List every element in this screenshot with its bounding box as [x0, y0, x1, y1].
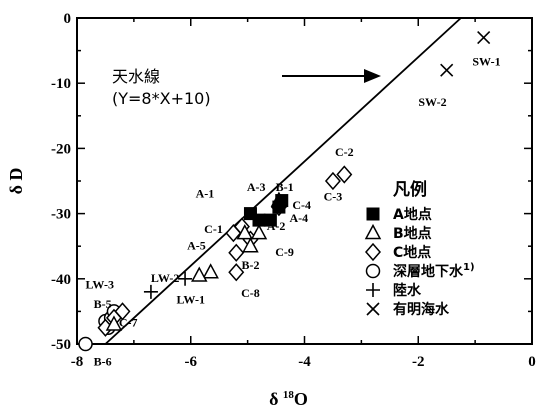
point-label: C-8 [241, 286, 260, 300]
legend-label-superscript: 1) [463, 262, 475, 273]
point-label: B-6 [94, 355, 112, 369]
meteoric-line-equation: (Y=8*X+10) [112, 89, 211, 108]
x-tick-label: 0 [528, 354, 536, 370]
point-label: SW-1 [472, 55, 500, 69]
legend-label-sw: 有明海水 [393, 301, 450, 318]
annotation-arrow-head [364, 69, 381, 83]
point-label: LW-3 [86, 278, 114, 292]
data-point-rw [178, 271, 193, 286]
data-point-c [324, 171, 341, 191]
legend-marker-lw [365, 263, 381, 279]
data-point-a [275, 194, 289, 208]
legend-label-lw: 深層地下水1) [393, 262, 475, 280]
point-label: C-9 [275, 245, 294, 259]
data-point-c [228, 243, 245, 262]
x-axis-label: δ 18O [269, 389, 308, 409]
data-point-b [250, 224, 268, 240]
point-label: C-1 [204, 222, 223, 236]
annotation-group: 天水線 (Y=8*X+10) [112, 67, 381, 108]
data-point-lw [78, 336, 93, 352]
data-point-rw [143, 284, 158, 299]
point-label: A-1 [196, 186, 215, 200]
point-label: C-7 [119, 315, 138, 329]
point-label: LW-1 [177, 293, 205, 307]
point-label: B-5 [94, 297, 112, 311]
legend-marker-sw [366, 302, 380, 316]
data-point-c [228, 263, 245, 282]
y-tick-label: 0 [64, 11, 72, 27]
point-label: A-4 [289, 211, 308, 225]
point-label: C-4 [292, 198, 311, 212]
legend-marker-rw [366, 283, 380, 297]
data-point-b [191, 266, 208, 282]
point-label: LW-2 [151, 271, 179, 285]
y-tick-label: -20 [51, 141, 71, 157]
point-labels-group: SW-1 SW-2 C-2 C-3 B-1 A-3 A-1 C-4A-4A-2 C-1 C-9 A-… [86, 55, 501, 369]
data-point-b [236, 224, 254, 240]
tick-labels-group: -8 -6 -4 -2 00-10-20-30-40-50 [51, 11, 536, 370]
legend-label-a: A地点 [393, 206, 432, 223]
legend-marker-c [365, 242, 381, 262]
point-label: A-3 [247, 180, 266, 194]
point-label: C-3 [324, 190, 343, 204]
meteoric-line-label: 天水線 [112, 67, 160, 86]
x-axis-label-tail: O [294, 389, 308, 409]
y-axis-label: δ D [6, 168, 26, 195]
x-tick-label: -6 [185, 354, 198, 370]
y-tick-label: -10 [51, 76, 71, 92]
data-point-sw [440, 63, 454, 77]
legend-label-b: B地点 [393, 225, 432, 242]
data-point-c [336, 165, 353, 184]
data-point-b [202, 263, 219, 279]
point-label: A-2 [267, 219, 286, 233]
axis-labels-group: δ 18O δ D [6, 168, 308, 409]
data-point-a [252, 213, 266, 227]
legend-marker-a [366, 207, 380, 221]
point-label: B-1 [276, 180, 294, 194]
data-points-group [78, 30, 491, 352]
data-point-b [105, 315, 123, 331]
y-tick-label: -40 [51, 272, 71, 288]
data-point-sw [477, 30, 491, 45]
point-label: A-5 [187, 238, 206, 252]
x-tick-label: -8 [71, 354, 84, 370]
point-label: SW-2 [418, 95, 446, 109]
y-tick-label: -50 [51, 337, 71, 353]
data-point-c [225, 224, 242, 243]
legend-label-c: C地点 [393, 244, 431, 261]
meteoric-line-group [104, 17, 462, 345]
meteoric-water-line [104, 17, 462, 345]
point-label: C-2 [335, 145, 354, 159]
x-tick-label: -4 [298, 354, 311, 370]
point-label: B-2 [241, 258, 259, 272]
legend-marker-b [364, 223, 382, 240]
x-axis-label-superscript: 18 [283, 389, 295, 401]
legend-label-rw: 陸水 [393, 282, 422, 299]
legend-title: 凡例 [393, 179, 427, 200]
data-point-b [242, 237, 259, 253]
x-tick-label: -2 [412, 354, 425, 370]
data-point-a [263, 213, 277, 227]
ticks-group [76, 17, 533, 345]
y-tick-label: -30 [51, 207, 71, 223]
